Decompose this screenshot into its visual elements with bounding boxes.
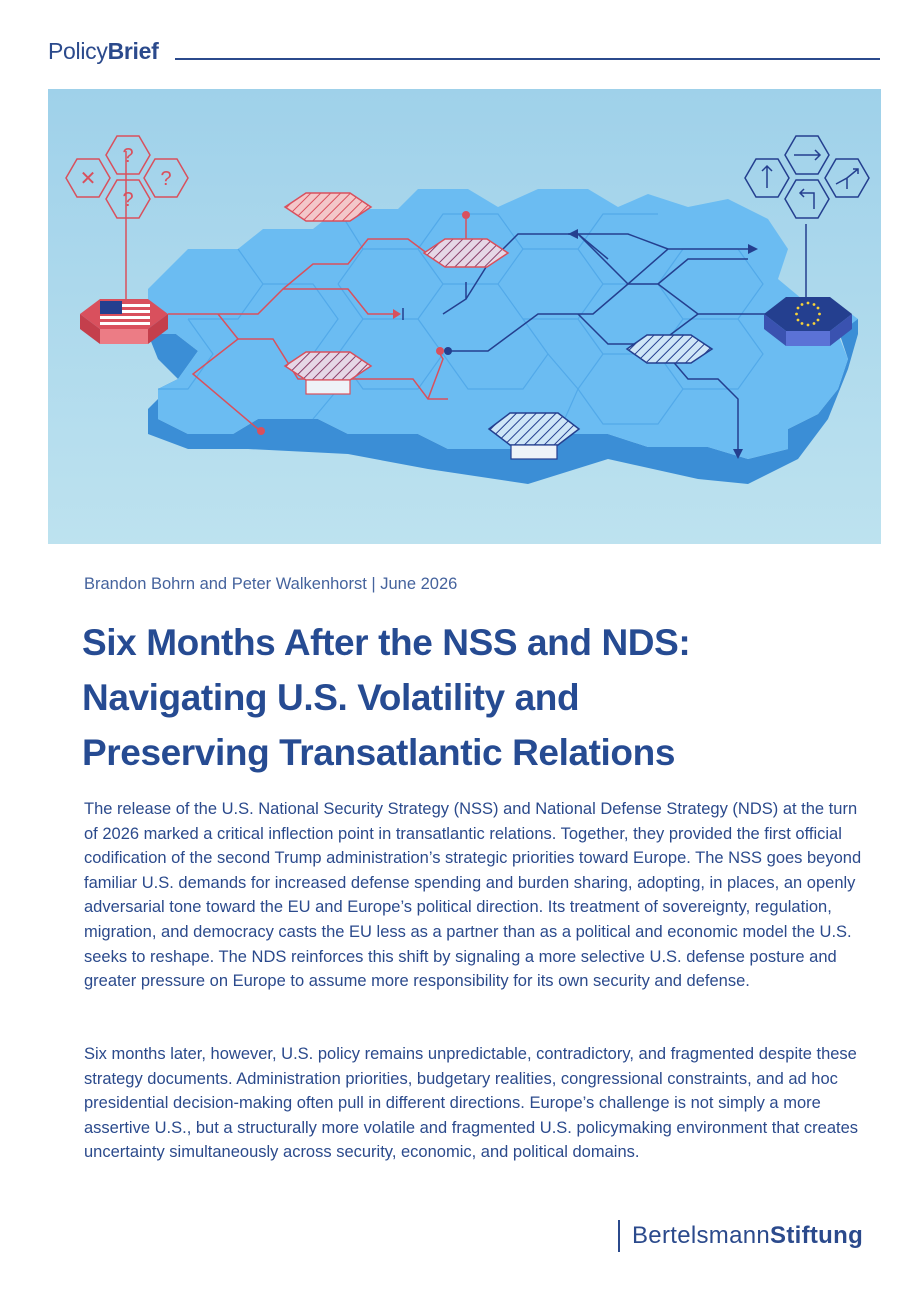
policy-brief-brand: PolicyBrief bbox=[48, 38, 159, 65]
brand-bold: Brief bbox=[107, 38, 159, 64]
title-line-3: Preserving Transatlantic Relations bbox=[82, 732, 676, 773]
network-arrows bbox=[393, 229, 758, 459]
hatched-hex-mixed-top bbox=[422, 238, 510, 268]
eu-flag-hex bbox=[764, 297, 852, 346]
fork-arrow-icon bbox=[835, 168, 859, 189]
up-arrow-icon bbox=[761, 164, 773, 188]
title-line-2: Navigating U.S. Volatility and bbox=[82, 677, 580, 718]
page-title: Six Months After the NSS and NDS: Naviga… bbox=[82, 615, 872, 780]
hatched-hex-navy bbox=[625, 334, 714, 364]
network-nodes bbox=[257, 211, 470, 435]
navy-arrowhead-right bbox=[748, 244, 758, 254]
eu-direction-cluster bbox=[744, 135, 870, 219]
us-network-lines bbox=[125, 151, 467, 430]
us-uncertainty-cluster bbox=[65, 135, 189, 219]
us-flag-icon bbox=[100, 301, 150, 327]
us-flag-hex bbox=[80, 299, 168, 344]
hex-plinth-bottom bbox=[510, 444, 558, 460]
bertelsmann-stiftung-logo: BertelsmannStiftung bbox=[632, 1222, 863, 1250]
fork-arrow-hex bbox=[824, 158, 870, 198]
header-rule bbox=[175, 58, 880, 60]
hatched-hex-navy-bottom bbox=[487, 412, 581, 446]
question-hex-top bbox=[105, 135, 151, 175]
question-hex-bottom bbox=[105, 179, 151, 219]
question-hex-right bbox=[143, 158, 189, 198]
turn-arrow-icon bbox=[798, 188, 815, 209]
hatched-hex-red bbox=[283, 192, 373, 222]
intro-paragraph-1: The release of the U.S. National Securit… bbox=[84, 800, 862, 991]
right-arrow-icon bbox=[794, 149, 822, 161]
cross-icon: ✕ bbox=[80, 168, 97, 190]
up-arrow-hex bbox=[744, 158, 790, 198]
cross-hex bbox=[65, 158, 111, 198]
footer-logo-bar bbox=[618, 1220, 620, 1252]
logo-bold: Stiftung bbox=[770, 1222, 864, 1249]
navy-arrowhead-left bbox=[568, 229, 578, 239]
eu-stars-icon bbox=[795, 301, 821, 327]
byline: Brandon Bohrn and Peter Walkenhorst | Ju… bbox=[84, 575, 458, 593]
hero-illustration: ✕ ? ? ? bbox=[48, 89, 881, 544]
island-side bbox=[148, 319, 858, 484]
title-line-1: Six Months After the NSS and NDS: bbox=[82, 622, 691, 663]
right-arrow-hex bbox=[784, 135, 830, 175]
brand-light: Policy bbox=[48, 38, 108, 64]
red-arrowhead bbox=[393, 309, 401, 319]
intro-paragraph-2: Six months later, however, U.S. policy r… bbox=[84, 1045, 859, 1162]
question-icon-top: ? bbox=[122, 145, 133, 167]
turn-arrow-hex bbox=[784, 179, 830, 219]
header: PolicyBrief bbox=[48, 34, 880, 74]
hex-network-graphic: ✕ ? ? ? bbox=[48, 89, 881, 544]
question-icon-bottom: ? bbox=[122, 189, 133, 211]
question-icon-right: ? bbox=[160, 168, 171, 190]
navy-arrowhead-down bbox=[733, 449, 743, 459]
logo-light: Bertelsmann bbox=[632, 1222, 771, 1249]
contested-hexes bbox=[283, 192, 714, 460]
hex-plinth-left bbox=[305, 379, 351, 395]
